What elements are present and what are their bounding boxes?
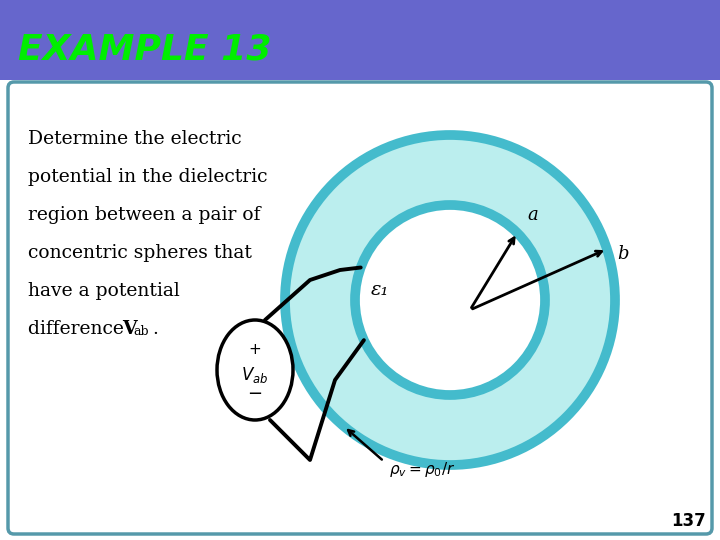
Text: 137: 137 [671,512,706,530]
Text: have a potential: have a potential [28,282,180,300]
Text: difference: difference [28,320,130,338]
Text: ε₁: ε₁ [371,281,390,299]
Text: Determine the electric: Determine the electric [28,130,242,148]
Text: −: − [248,385,263,403]
Text: potential in the dielectric: potential in the dielectric [28,168,268,186]
Text: .: . [152,320,158,338]
Text: region between a pair of: region between a pair of [28,206,261,224]
Ellipse shape [217,320,293,420]
Text: V: V [122,320,137,338]
FancyBboxPatch shape [8,82,712,534]
Text: a: a [527,206,538,224]
Text: $V_{ab}$: $V_{ab}$ [241,365,269,385]
Circle shape [355,205,545,395]
Circle shape [285,135,615,465]
Bar [0,0,720,80]
Text: $\rho_v = \rho_0/r$: $\rho_v = \rho_0/r$ [389,460,455,479]
Text: b: b [617,245,629,263]
Text: ab: ab [133,325,148,338]
Text: +: + [248,342,261,357]
Text: EXAMPLE 13: EXAMPLE 13 [18,33,271,67]
Text: concentric spheres that: concentric spheres that [28,244,252,262]
